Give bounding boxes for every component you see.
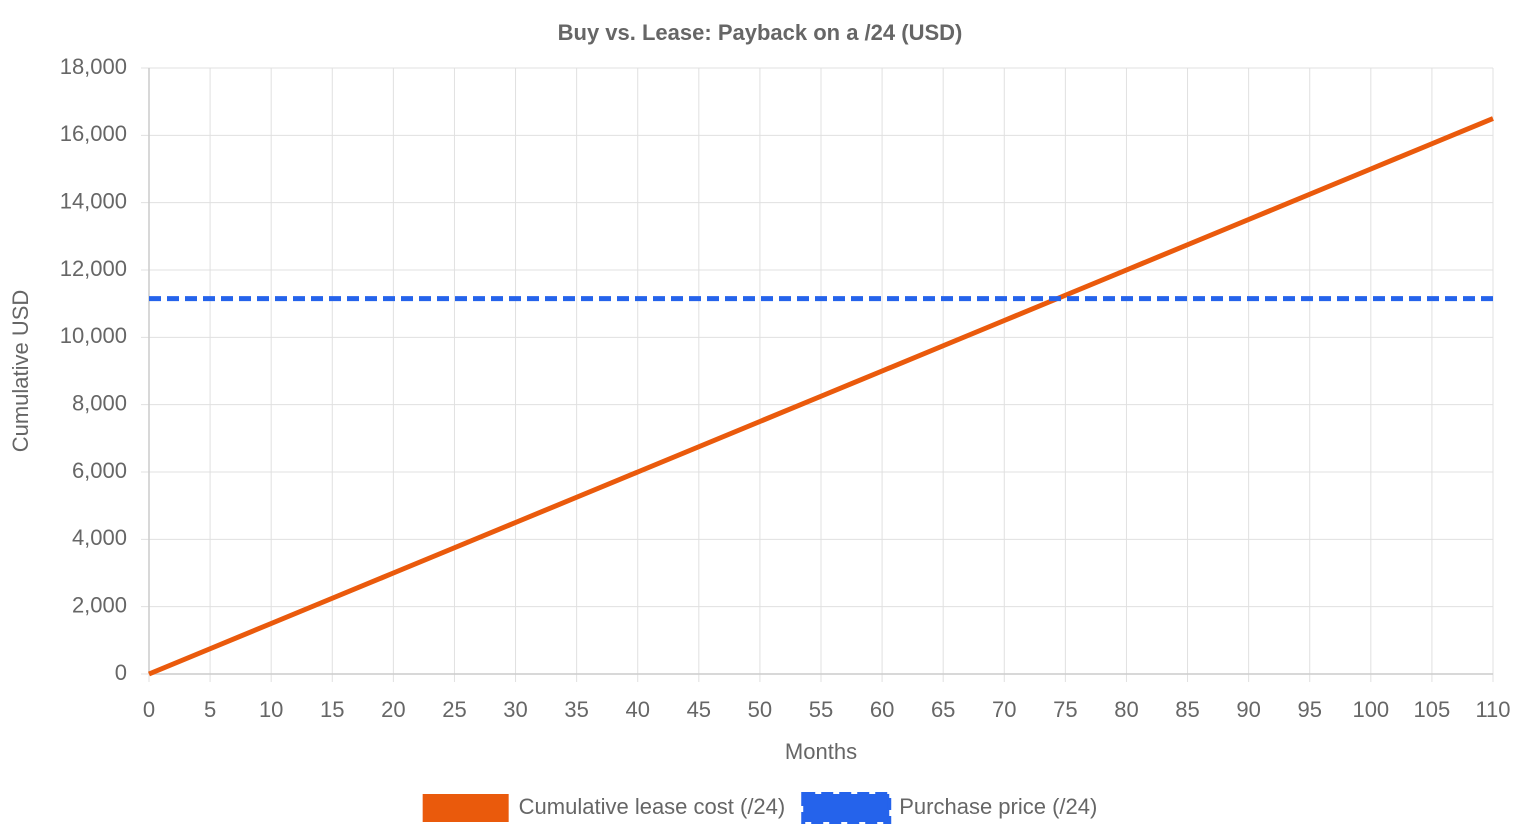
- y-tick-label: 4,000: [72, 525, 127, 550]
- x-tick-label: 105: [1414, 697, 1451, 722]
- x-tick-label: 85: [1175, 697, 1199, 722]
- x-tick-label: 55: [809, 697, 833, 722]
- legend-label: Cumulative lease cost (/24): [519, 794, 786, 819]
- y-tick-label: 2,000: [72, 592, 127, 617]
- x-tick-label: 65: [931, 697, 955, 722]
- x-tick-label: 35: [564, 697, 588, 722]
- x-tick-label: 95: [1297, 697, 1321, 722]
- y-tick-label: 14,000: [60, 188, 127, 213]
- y-tick-label: 16,000: [60, 121, 127, 146]
- y-axis-label: Cumulative USD: [8, 290, 33, 453]
- x-tick-label: 20: [381, 697, 405, 722]
- x-tick-label: 90: [1236, 697, 1260, 722]
- x-tick-label: 60: [870, 697, 894, 722]
- series-line: [148, 116, 1494, 677]
- y-tick-label: 0: [115, 660, 127, 685]
- y-tick-label: 10,000: [60, 323, 127, 348]
- x-tick-label: 5: [204, 697, 216, 722]
- x-tick-label: 10: [259, 697, 283, 722]
- x-tick-label: 110: [1475, 697, 1510, 722]
- x-tick-label: 15: [320, 697, 344, 722]
- x-axis-label: Months: [785, 739, 857, 764]
- chart-title: Buy vs. Lease: Payback on a /24 (USD): [558, 20, 963, 45]
- x-tick-label: 0: [143, 697, 155, 722]
- y-tick-label: 6,000: [72, 458, 127, 483]
- y-tick-label: 18,000: [60, 54, 127, 79]
- legend-label: Purchase price (/24): [899, 794, 1097, 819]
- x-tick-label: 30: [503, 697, 527, 722]
- y-tick-label: 12,000: [60, 256, 127, 281]
- legend-swatch: [422, 794, 509, 822]
- x-tick-label: 75: [1053, 697, 1077, 722]
- x-tick-label: 100: [1352, 697, 1389, 722]
- y-tick-label: 8,000: [72, 390, 127, 415]
- x-tick-label: 25: [442, 697, 466, 722]
- x-tick-label: 50: [748, 697, 772, 722]
- legend-swatch: [801, 792, 892, 824]
- x-tick-label: 80: [1114, 697, 1138, 722]
- x-tick-label: 70: [992, 697, 1016, 722]
- x-tick-label: 45: [687, 697, 711, 722]
- x-tick-label: 40: [625, 697, 649, 722]
